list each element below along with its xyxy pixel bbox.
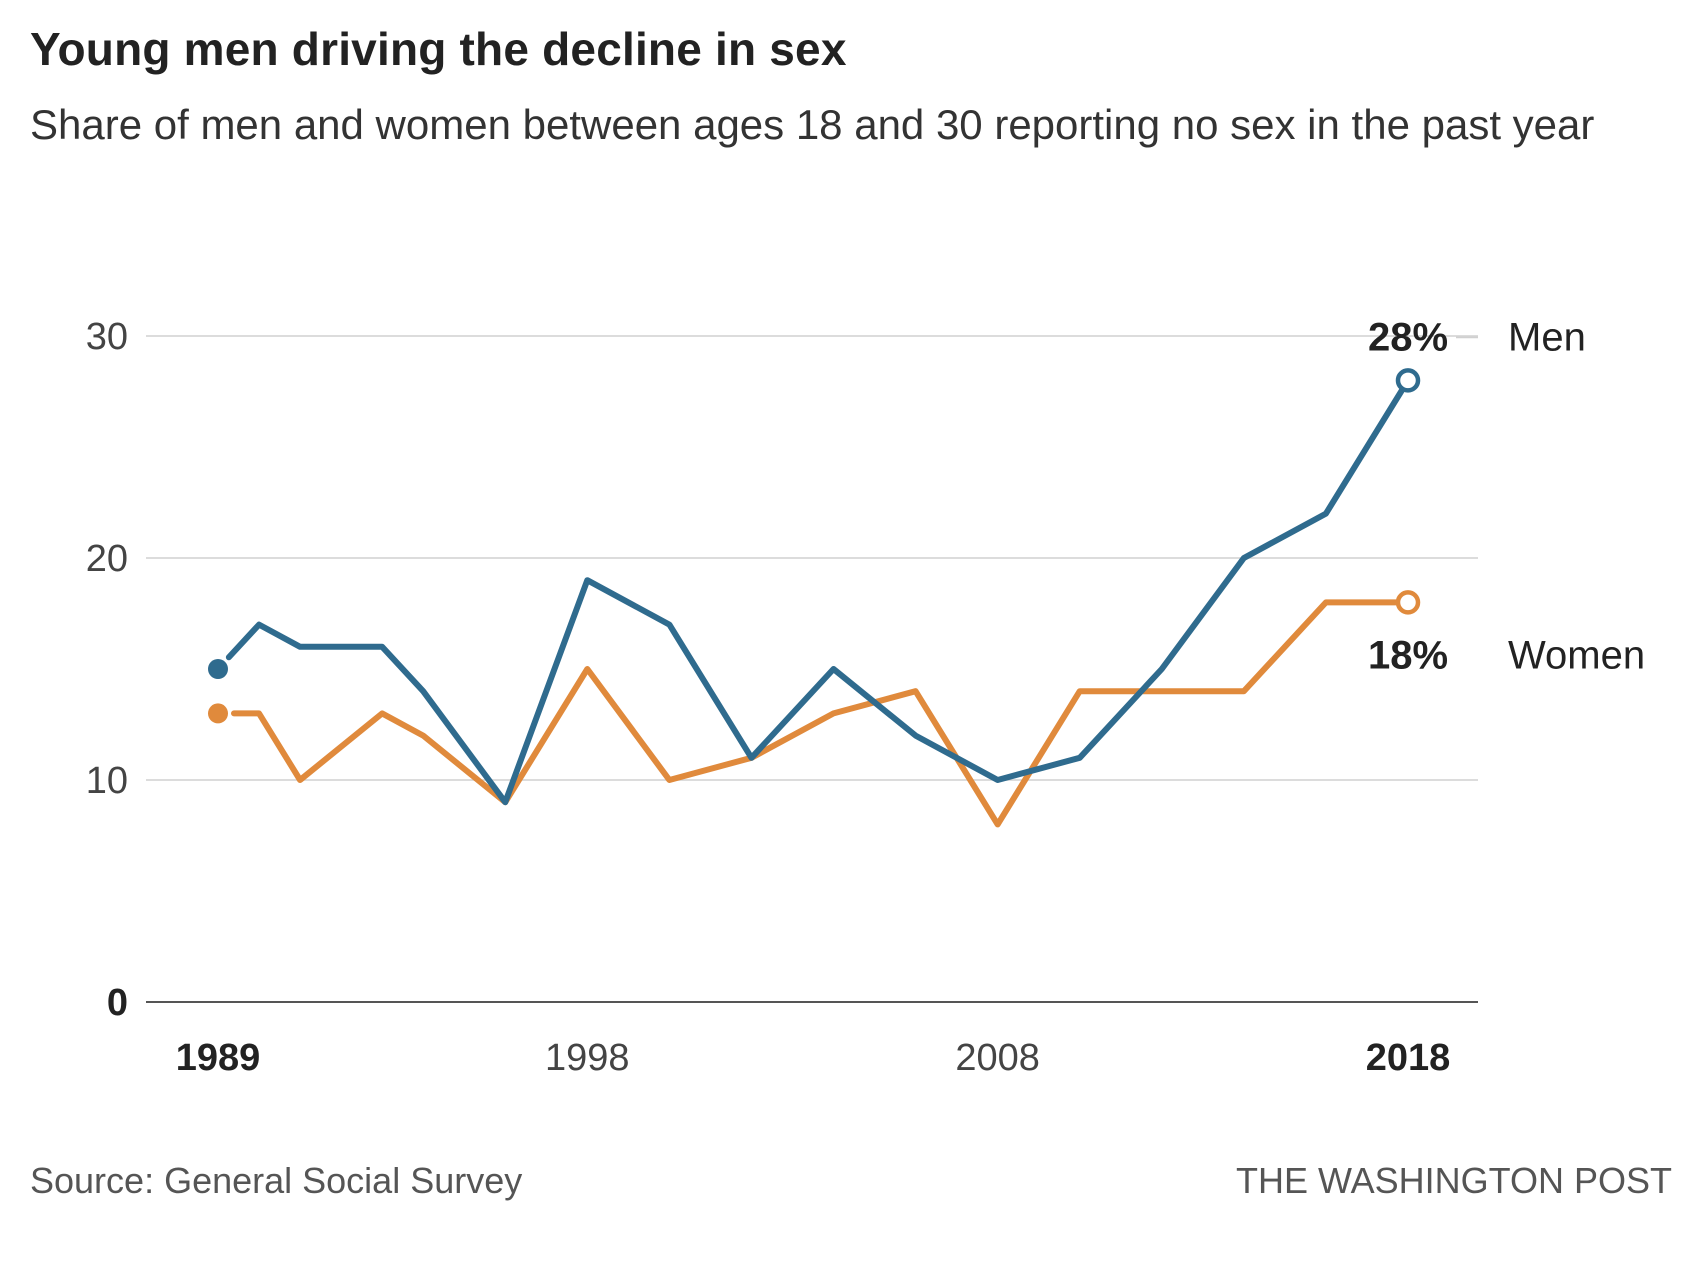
end-point-women — [1395, 590, 1421, 615]
publisher-credit: THE WASHINGTON POST — [1235, 1160, 1672, 1201]
y-tick-label-0: 0 — [107, 982, 128, 1024]
series-name-label-women: Women — [1508, 633, 1645, 677]
y-tick-label-20: 20 — [86, 538, 128, 580]
x-tick-label-2018: 2018 — [1366, 1037, 1451, 1079]
start-point-men — [208, 659, 228, 679]
end-point-men — [1395, 368, 1421, 393]
series-name-label-men: Men — [1508, 315, 1586, 359]
x-tick-label-1989: 1989 — [176, 1037, 261, 1079]
y-tick-label-10: 10 — [86, 760, 128, 802]
x-tick-label-1998: 1998 — [545, 1037, 630, 1079]
start-point-women — [208, 703, 228, 724]
end-value-label-men: 28% — [1368, 315, 1448, 359]
series-labels: 28% Men 18% Women — [1368, 315, 1645, 677]
x-tick-label-2008: 2008 — [955, 1037, 1040, 1079]
chart-title: Young men driving the decline in sex — [30, 23, 847, 75]
series-lines — [208, 368, 1421, 828]
series-line-women — [231, 599, 1399, 828]
gridlines — [146, 335, 1478, 1003]
series-line-men — [225, 387, 1405, 806]
y-tick-label-30: 30 — [86, 316, 128, 358]
end-value-label-women: 18% — [1368, 633, 1448, 677]
source-note: Source: General Social Survey — [30, 1160, 523, 1201]
y-axis-ticks: 0 10 20 30 — [86, 316, 128, 1024]
x-axis-ticks: 1989 1998 2008 2018 — [176, 1037, 1451, 1079]
chart-subtitle: Share of men and women between ages 18 a… — [30, 101, 1595, 148]
